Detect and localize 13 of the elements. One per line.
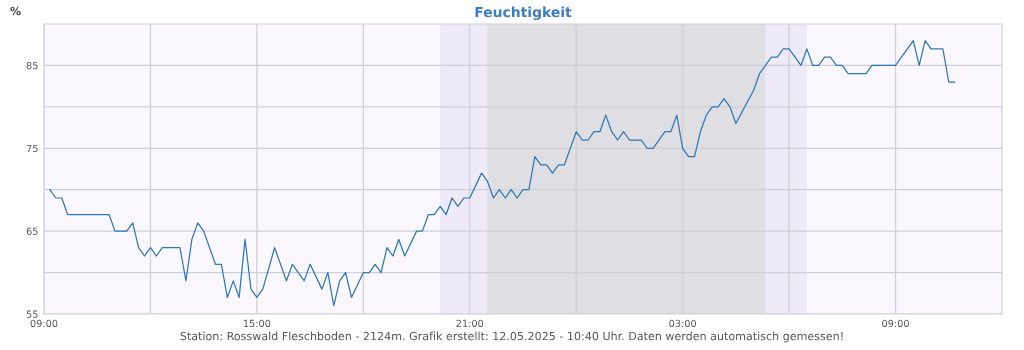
y-tick-label: 85: [26, 61, 38, 70]
chart-title: Feuchtigkeit: [475, 6, 572, 21]
y-tick-label: 65: [26, 227, 38, 235]
line-series: [49, 39, 956, 307]
x-tick-label: 09:00: [30, 319, 58, 328]
y-tick-label: 55: [26, 310, 38, 318]
x-tick-label: 21:00: [456, 319, 484, 328]
x-tick-label: 15:00: [243, 319, 271, 328]
text: Station: Rosswald Fleschboden - 2124m. Grafik erstellt: 12.05.2025 - 10:40 Uhr. Daten werden automatisch gemessen!: [180, 331, 843, 343]
x-tick-label: 03:00: [669, 319, 697, 328]
y-tick-label: 75: [26, 144, 38, 153]
x-tick-label: 09:00: [882, 319, 909, 328]
y-axis-title: %: [10, 6, 21, 16]
